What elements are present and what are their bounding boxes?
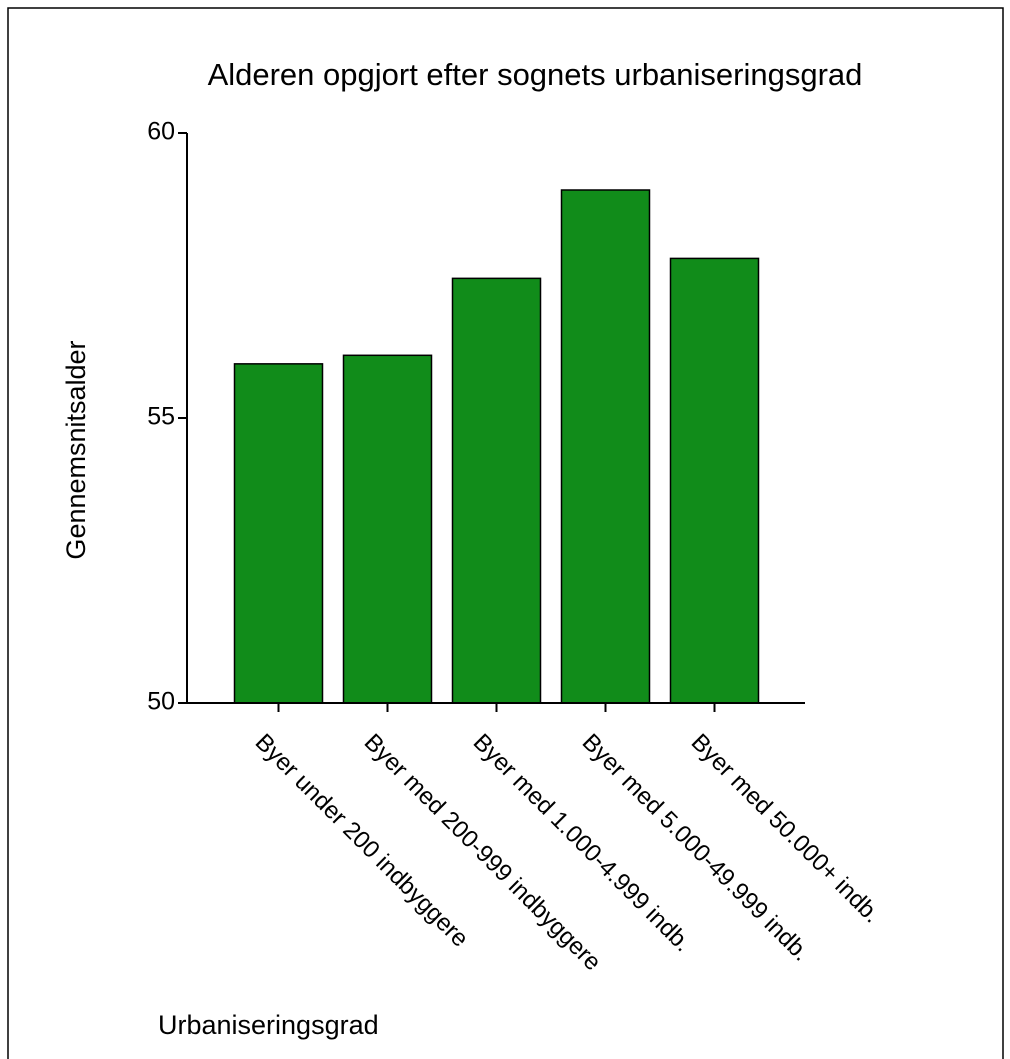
x-tick-label: Byer med 50.000+ indb. bbox=[686, 729, 886, 929]
x-tick-label: Byer med 200-999 indbyggere bbox=[359, 729, 606, 976]
bar bbox=[560, 189, 651, 704]
bar bbox=[669, 257, 760, 704]
y-axis-label: Gennemsnitsalder bbox=[61, 340, 91, 559]
x-tick-label: Byer under 200 indbyggere bbox=[250, 729, 474, 953]
y-tick-label: 60 bbox=[147, 118, 175, 146]
y-tick-label: 55 bbox=[147, 403, 175, 431]
chart-title: Alderen opgjort efter sognets urbaniseri… bbox=[208, 57, 863, 92]
bar bbox=[342, 354, 433, 704]
frame bbox=[7, 7, 1004, 1059]
x-tick-label: Byer med 5.000-49.999 indb. bbox=[577, 729, 815, 967]
x-axis-label: Urbaniseringsgrad bbox=[158, 1010, 379, 1040]
bar bbox=[451, 277, 542, 704]
y-tick-label: 50 bbox=[147, 688, 175, 716]
x-tick-label: Byer med 1.000-4.999 indb. bbox=[468, 729, 697, 958]
bar bbox=[233, 363, 324, 704]
